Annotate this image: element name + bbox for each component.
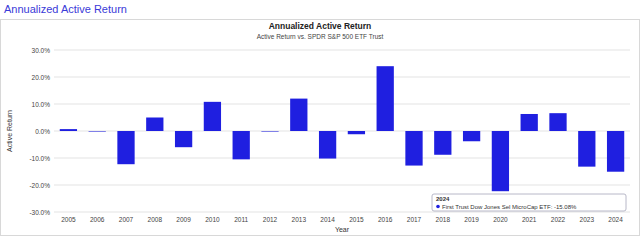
x-tick-label: 2010 [205, 216, 220, 223]
bar[interactable] [233, 131, 250, 159]
y-tick-label: 20.0% [32, 74, 51, 81]
x-tick-label: 2015 [349, 216, 364, 223]
tooltip-marker [436, 205, 440, 209]
tooltip-text: First Trust Dow Jones Sel MicroCap ETF: … [442, 204, 577, 210]
y-tick-label: 0.0% [35, 128, 50, 135]
grid-line [54, 50, 630, 51]
x-tick-label: 2019 [464, 216, 479, 223]
bar[interactable] [261, 131, 278, 133]
grid-line [54, 212, 630, 213]
bar[interactable] [319, 131, 336, 159]
chart: Annualized Active Return Annualized Activ… [0, 0, 640, 236]
x-tick-label: 2007 [119, 216, 134, 223]
bar[interactable] [290, 99, 307, 131]
x-tick-label: 2022 [551, 216, 566, 223]
x-tick-label: 2013 [292, 216, 307, 223]
x-axis-label: Year [335, 226, 350, 233]
x-tick-label: 2009 [176, 216, 191, 223]
grid-line [54, 77, 630, 78]
bar[interactable] [405, 131, 422, 166]
bar[interactable] [578, 131, 595, 167]
x-tick-label: 2005 [61, 216, 76, 223]
x-tick-label: 2006 [90, 216, 105, 223]
x-tick-label: 2023 [580, 216, 595, 223]
chart-frame [1, 20, 640, 236]
chart-subtitle: Active Return vs. SPDR S&P 500 ETF Trust [257, 33, 384, 40]
tooltip: 2024 First Trust Dow Jones Sel MicroCap E… [432, 194, 626, 211]
grid-line [54, 131, 630, 132]
bar[interactable] [348, 131, 365, 134]
x-tick-label: 2024 [608, 216, 623, 223]
y-tick-label: 30.0% [32, 47, 51, 54]
bar[interactable] [521, 114, 538, 131]
bar[interactable] [434, 131, 451, 155]
grid-line [54, 185, 630, 186]
y-axis-label: Active Return [6, 110, 13, 152]
grid-line [54, 158, 630, 159]
chart-title: Annualized Active Return [269, 21, 372, 31]
x-tick-label: 2018 [436, 216, 451, 223]
tooltip-box [432, 194, 626, 211]
x-tick-label: 2011 [234, 216, 248, 223]
bar[interactable] [607, 131, 624, 172]
bar[interactable] [463, 131, 480, 141]
x-tick-label: 2012 [263, 216, 278, 223]
x-tick-label: 2017 [407, 216, 422, 223]
x-tick-label: 2021 [522, 216, 537, 223]
bar[interactable] [492, 131, 509, 191]
x-tick-label: 2016 [378, 216, 393, 223]
bar[interactable] [175, 131, 192, 147]
y-tick-label: 10.0% [32, 101, 51, 108]
x-tick-label: 2014 [320, 216, 335, 223]
tooltip-title: 2024 [436, 196, 450, 202]
bar[interactable] [117, 131, 134, 164]
y-tick-label: -20.0% [29, 182, 50, 189]
grid-line [54, 104, 630, 105]
grid [54, 50, 630, 212]
bar[interactable] [60, 129, 77, 131]
bar[interactable] [89, 131, 106, 133]
bars [60, 66, 624, 191]
bar[interactable] [377, 66, 394, 131]
bar[interactable] [146, 118, 163, 132]
x-tick-label: 2008 [148, 216, 163, 223]
page-header: Annualized Active Return [4, 3, 127, 15]
x-tick-label: 2020 [493, 216, 508, 223]
y-tick-label: -30.0% [29, 209, 50, 216]
y-tick-label: -10.0% [29, 155, 50, 162]
bar[interactable] [549, 113, 566, 131]
bar[interactable] [204, 102, 221, 131]
